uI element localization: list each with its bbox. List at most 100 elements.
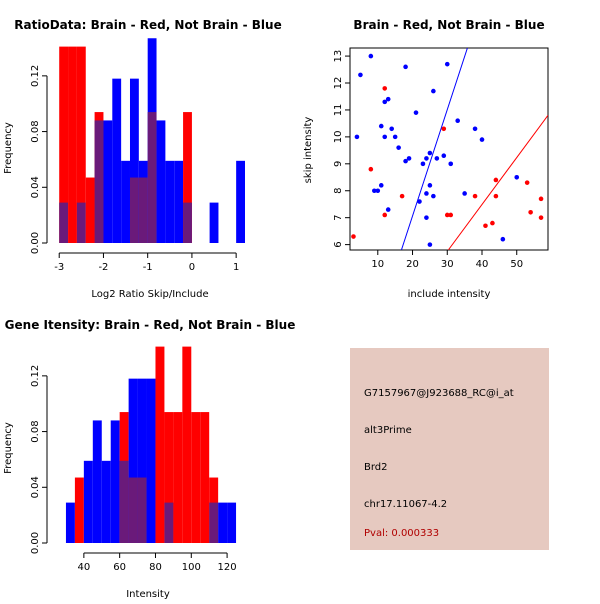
y-tick-label: 8 <box>333 188 344 194</box>
genomic-location: chr17.11067-4.2 <box>364 499 447 510</box>
x-tick-label: 60 <box>113 562 126 573</box>
blue-point <box>406 156 412 161</box>
blue-point <box>424 215 429 220</box>
blue-point <box>382 134 388 140</box>
histogram-overlap-bar <box>119 460 129 543</box>
blue-point <box>385 207 391 212</box>
x-tick-label: 10 <box>371 259 384 270</box>
histogram-bar <box>76 46 86 243</box>
histogram-overlap-bar <box>209 502 219 543</box>
y-tick-label: 10 <box>333 131 344 144</box>
x-tick-label: -1 <box>143 262 153 273</box>
histogram-bar <box>236 160 245 243</box>
histogram-overlap-bar <box>183 202 192 243</box>
histogram-bar <box>165 160 175 243</box>
histogram-overlap-bar <box>76 202 86 243</box>
ratio-histogram-x-axis: -3 -2 -1 0 1 <box>54 252 239 273</box>
intensity-histogram-xlabel: Intensity <box>126 589 170 600</box>
histogram-bar <box>164 412 174 543</box>
histogram-bar <box>182 346 192 543</box>
histogram-overlap-bar <box>128 477 138 543</box>
y-tick-label: 0.12 <box>30 365 41 387</box>
ratio-histogram-title: RatioData: Brain - Red, Not Brain - Blue <box>14 18 281 32</box>
histogram-bar <box>155 346 165 543</box>
blue-point <box>368 53 374 59</box>
blue-point <box>424 156 429 161</box>
blue-point <box>354 134 360 140</box>
ratio-histogram-y-axis: 0.00 0.04 0.08 0.12 <box>30 65 48 254</box>
histogram-bar <box>103 120 113 243</box>
histogram-bar <box>121 160 130 243</box>
blue-point <box>378 183 384 188</box>
red-point <box>382 86 388 91</box>
blue-point <box>472 126 478 132</box>
info-panel: G7157967@J923688_RC@i_at alt3Prime Brd2 … <box>350 348 549 550</box>
y-tick-label: 0.04 <box>30 176 41 198</box>
histogram-bar <box>74 477 84 543</box>
x-tick-label: -3 <box>54 262 64 273</box>
blue-point <box>358 72 363 78</box>
histogram-bar <box>65 502 75 543</box>
scatter-xlabel: include intensity <box>408 289 491 300</box>
histogram-overlap-bar <box>137 477 147 543</box>
blue-point <box>431 88 436 94</box>
blue-point <box>427 150 433 156</box>
blue-point <box>420 161 426 167</box>
histogram-bar <box>85 177 95 243</box>
intensity-histogram-ylabel: Frequency <box>3 422 14 474</box>
scatter-ylabel: skip intensity <box>303 117 314 184</box>
histogram-overlap-bar <box>59 202 69 243</box>
red-point <box>493 177 499 183</box>
ratio-histogram-ylabel: Frequency <box>3 122 14 174</box>
blue-point <box>431 193 436 199</box>
red-point <box>448 212 454 218</box>
blue-point <box>389 126 394 132</box>
blue-fit-line <box>400 48 468 250</box>
red-point <box>399 193 405 199</box>
blue-point <box>455 118 460 124</box>
red-point <box>538 196 544 202</box>
intensity-histogram-x-axis: 40 60 80 100 120 <box>77 552 237 573</box>
blue-point <box>403 158 408 164</box>
scatter-fit-lines <box>400 48 548 250</box>
y-tick-label: 0.00 <box>30 532 41 554</box>
y-tick-label: 0.08 <box>30 420 41 442</box>
blue-point <box>441 153 447 159</box>
blue-point <box>417 199 422 204</box>
histogram-bar <box>83 460 93 543</box>
histogram-bar <box>200 412 210 543</box>
blue-point <box>462 191 467 196</box>
info-panel-background <box>350 348 549 550</box>
x-tick-label: 40 <box>476 259 489 270</box>
histogram-bar <box>128 378 138 543</box>
red-point <box>524 180 530 185</box>
blue-point <box>392 134 398 140</box>
red-point <box>528 209 533 215</box>
histogram-bar <box>68 46 77 243</box>
histogram-bar <box>174 160 184 243</box>
histogram-bar <box>156 120 166 243</box>
x-tick-label: 40 <box>77 562 90 573</box>
histogram-bar <box>173 412 183 543</box>
blue-point <box>375 188 381 194</box>
red-point <box>490 220 495 226</box>
blue-point <box>427 242 433 247</box>
intensity-scatter: Brain - Red, Not Brain - Blue include in… <box>303 18 549 300</box>
histogram-overlap-bar <box>147 112 157 243</box>
histogram-bar <box>183 112 192 243</box>
red-point <box>472 193 478 199</box>
scatter-title: Brain - Red, Not Brain - Blue <box>353 18 544 32</box>
blue-point <box>479 137 485 142</box>
y-tick-label: 12 <box>333 77 344 90</box>
blue-point <box>372 188 377 194</box>
blue-point <box>444 61 450 67</box>
blue-point <box>396 145 401 150</box>
intensity-histogram: Gene Itensity: Brain - Red, Not Brain - … <box>3 318 295 600</box>
red-point <box>483 223 488 229</box>
red-point <box>493 193 499 199</box>
histogram-bar <box>137 378 147 543</box>
histogram-overlap-bar <box>129 177 139 243</box>
probe-id: G7157967@J923688_RC@i_at <box>364 388 514 399</box>
